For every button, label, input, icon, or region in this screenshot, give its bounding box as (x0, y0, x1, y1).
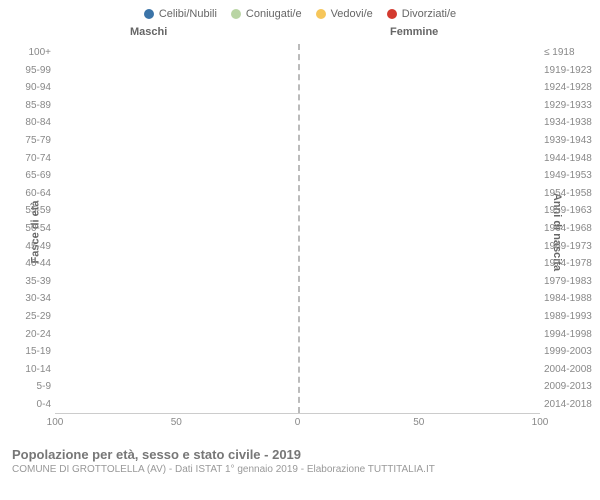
age-label: 5-9 (15, 378, 51, 396)
birth-label: 2004-2008 (544, 361, 596, 379)
birth-label: 1999-2003 (544, 343, 596, 361)
birth-label: 1949-1953 (544, 167, 596, 185)
age-label: 25-29 (15, 308, 51, 326)
birth-label: 1929-1933 (544, 97, 596, 115)
legend-label: Vedovi/e (331, 8, 373, 20)
x-axis: 10050050100 (55, 417, 540, 431)
age-label: 30-34 (15, 290, 51, 308)
center-axis (298, 44, 300, 413)
age-label: 15-19 (15, 343, 51, 361)
birth-label: 1974-1978 (544, 255, 596, 273)
legend-label: Divorziati/e (402, 8, 456, 20)
birth-label: 1979-1983 (544, 273, 596, 291)
birth-label: 1984-1988 (544, 290, 596, 308)
birth-label: 1994-1998 (544, 326, 596, 344)
legend-dot-icon (387, 9, 397, 19)
birth-label: 2009-2013 (544, 378, 596, 396)
header-male: Maschi (130, 26, 167, 38)
header-female: Femmine (390, 26, 438, 38)
age-label: 50-54 (15, 220, 51, 238)
chart-subtitle: COMUNE DI GROTTOLELLA (AV) - Dati ISTAT … (12, 464, 588, 475)
age-label: 85-89 (15, 97, 51, 115)
legend-label: Celibi/Nubili (159, 8, 217, 20)
legend-dot-icon (144, 9, 154, 19)
x-tick: 100 (532, 417, 549, 428)
legend-item: Celibi/Nubili (144, 8, 217, 20)
age-label: 10-14 (15, 361, 51, 379)
footer: Popolazione per età, sesso e stato civil… (0, 439, 600, 475)
age-label: 55-59 (15, 202, 51, 220)
legend-item: Divorziati/e (387, 8, 456, 20)
birth-label: 1939-1943 (544, 132, 596, 150)
birth-label: 1919-1923 (544, 62, 596, 80)
legend-item: Coniugati/e (231, 8, 302, 20)
age-label: 40-44 (15, 255, 51, 273)
chart-title: Popolazione per età, sesso e stato civil… (12, 447, 588, 462)
age-label: 95-99 (15, 62, 51, 80)
age-label: 45-49 (15, 238, 51, 256)
legend-label: Coniugati/e (246, 8, 302, 20)
birth-label: 1954-1958 (544, 185, 596, 203)
legend: Celibi/Nubili Coniugati/e Vedovi/e Divorzia… (0, 0, 600, 24)
x-tick: 100 (47, 417, 64, 428)
age-label: 35-39 (15, 273, 51, 291)
population-pyramid: Maschi Femmine Fasce di età Anni di nasc… (0, 24, 600, 439)
birth-label: 1959-1963 (544, 202, 596, 220)
plot-area: 100+≤ 191895-991919-192390-941924-192885… (55, 44, 540, 414)
age-label: 80-84 (15, 114, 51, 132)
legend-item: Vedovi/e (316, 8, 373, 20)
age-label: 70-74 (15, 150, 51, 168)
x-tick: 0 (295, 417, 301, 428)
age-label: 75-79 (15, 132, 51, 150)
legend-dot-icon (231, 9, 241, 19)
age-label: 0-4 (15, 396, 51, 414)
age-label: 90-94 (15, 79, 51, 97)
age-label: 20-24 (15, 326, 51, 344)
birth-label: 2014-2018 (544, 396, 596, 414)
birth-label: ≤ 1918 (544, 44, 596, 62)
birth-label: 1944-1948 (544, 150, 596, 168)
x-tick: 50 (171, 417, 182, 428)
legend-dot-icon (316, 9, 326, 19)
age-label: 60-64 (15, 185, 51, 203)
birth-label: 1969-1973 (544, 238, 596, 256)
birth-label: 1924-1928 (544, 79, 596, 97)
birth-label: 1934-1938 (544, 114, 596, 132)
age-label: 65-69 (15, 167, 51, 185)
age-label: 100+ (15, 44, 51, 62)
birth-label: 1989-1993 (544, 308, 596, 326)
birth-label: 1964-1968 (544, 220, 596, 238)
x-tick: 50 (413, 417, 424, 428)
